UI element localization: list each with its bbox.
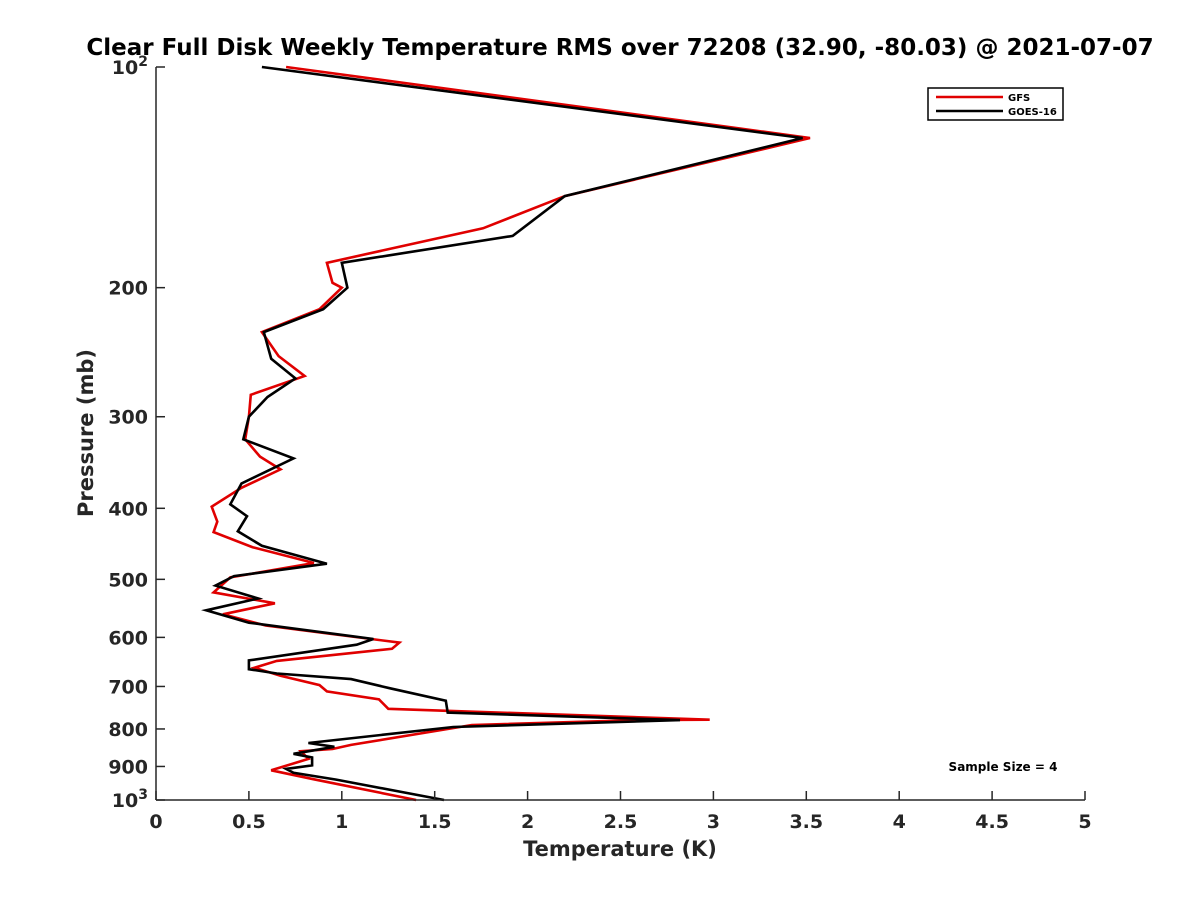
y-tick-label: 900 (108, 756, 148, 778)
x-tick-label: 1.5 (418, 811, 452, 833)
series-line-gfs (210, 65, 811, 802)
y-tick-label: 300 (108, 407, 148, 429)
y-axis-label: Pressure (mb) (74, 349, 98, 517)
legend: GFS GOES-16 (927, 87, 1064, 121)
y-tick-label: 200 (108, 278, 148, 300)
y-tick-label: 103 (112, 787, 148, 812)
x-tick-label: 4 (893, 811, 906, 833)
chart-title: Clear Full Disk Weekly Temperature RMS o… (86, 35, 1153, 61)
x-tick-label: 0 (149, 811, 162, 833)
legend-label-goes-16: GOES-16 (1008, 107, 1057, 118)
y-tick-label: 400 (108, 498, 148, 520)
x-tick-label: 1 (335, 811, 348, 833)
x-tick-label: 4.5 (975, 811, 1009, 833)
x-tick-label: 5 (1078, 811, 1091, 833)
y-tick-label: 102 (112, 54, 148, 79)
x-tick-label: 3 (707, 811, 720, 833)
legend-label-gfs: GFS (1008, 93, 1030, 104)
x-tick-label: 2 (521, 811, 534, 833)
x-tick-label: 2.5 (604, 811, 638, 833)
x-tick-label: 0.5 (232, 811, 266, 833)
y-tick-label: 800 (108, 719, 148, 741)
legend-box (927, 87, 1064, 121)
series-line-goes-16 (201, 65, 803, 802)
x-axis-label: Temperature (K) (523, 837, 717, 861)
sample-size-annotation: Sample Size = 4 (949, 760, 1058, 774)
y-tick-label: 600 (108, 627, 148, 649)
y-tick-label: 500 (108, 569, 148, 591)
x-tick-label: 3.5 (789, 811, 823, 833)
y-tick-label: 700 (108, 676, 148, 698)
plot-area: 0 0.5 1 1.5 2 2.5 3 3.5 4 4.5 5 102 200 300 400 500 600 7… (108, 54, 1091, 833)
